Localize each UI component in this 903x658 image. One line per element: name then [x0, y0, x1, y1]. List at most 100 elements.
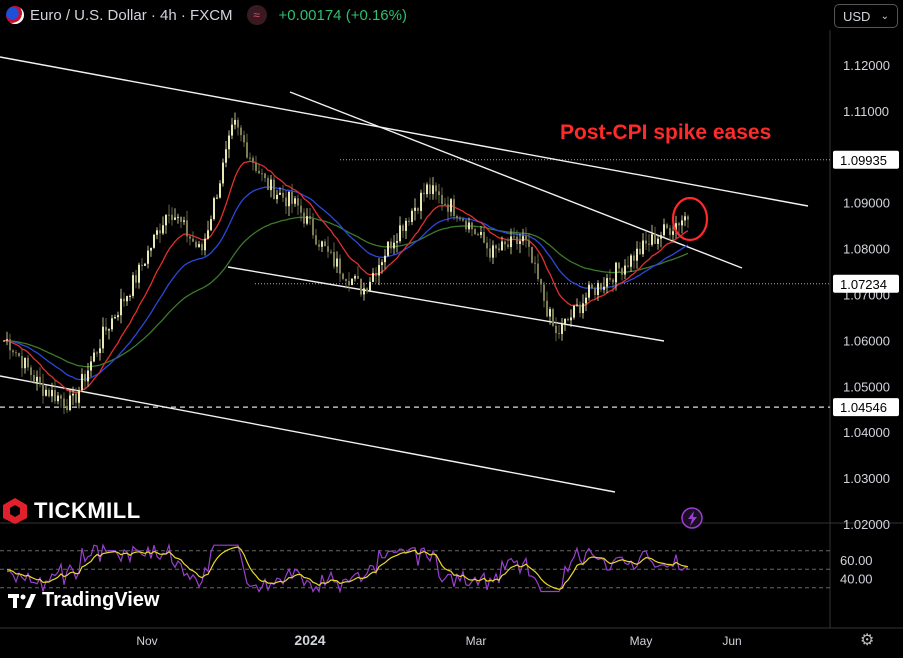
candle-body: [588, 285, 590, 298]
candle-body: [282, 193, 284, 198]
candle-body: [318, 244, 320, 246]
candle-body: [219, 183, 221, 197]
time-axis-label: 2024: [294, 632, 325, 648]
candle-body: [576, 305, 578, 306]
candle-body: [21, 356, 23, 368]
candle-body: [255, 163, 257, 171]
candle-body: [9, 339, 11, 350]
candle-body: [498, 248, 500, 250]
candle-body: [345, 279, 347, 281]
candle-body: [417, 208, 419, 211]
candle-body: [243, 135, 245, 142]
candle-body: [534, 263, 536, 264]
candle-body: [597, 283, 599, 295]
price-change: +0.00174 (+0.16%): [279, 7, 407, 24]
candle-body: [531, 247, 533, 263]
price-axis-label: 1.02000: [843, 517, 890, 532]
candle-body: [474, 229, 476, 234]
candle-body: [495, 245, 497, 248]
candle-body: [537, 264, 539, 280]
candle-body: [684, 216, 686, 220]
alert-bolt-icon[interactable]: [682, 508, 702, 528]
candle-body: [141, 265, 143, 266]
candle-body: [522, 236, 524, 241]
candle-body: [516, 237, 518, 244]
candle-body: [90, 361, 92, 370]
candle-body: [552, 309, 554, 326]
market-wave-icon[interactable]: ≈: [247, 5, 267, 25]
candle-body: [54, 390, 56, 401]
candle-body: [492, 245, 494, 257]
candle-body: [642, 241, 644, 255]
price-tag-label: 1.07234: [840, 277, 887, 292]
candle-body: [132, 275, 134, 296]
candle-body: [174, 218, 176, 220]
candle-body: [30, 367, 32, 375]
candle-body: [594, 288, 596, 295]
symbol-title[interactable]: Euro / U.S. Dollar · 4h · FXCM: [30, 7, 233, 24]
candle-body: [555, 326, 557, 333]
candle-body: [528, 240, 530, 247]
candle-body: [135, 275, 137, 282]
candle-body: [654, 234, 656, 244]
candle-body: [123, 299, 125, 302]
candle-body: [624, 266, 626, 275]
candle-body: [468, 223, 470, 230]
time-axis-label: Jun: [722, 634, 741, 648]
candle-body: [405, 221, 407, 231]
candle-body: [480, 232, 482, 235]
candle-body: [630, 255, 632, 266]
candle-body: [420, 193, 422, 211]
candle-body: [600, 283, 602, 290]
candle-body: [678, 223, 680, 225]
candle-body: [144, 264, 146, 266]
candle-body: [165, 215, 167, 226]
candle-body: [336, 259, 338, 267]
tradingview-text: TradingView: [42, 589, 159, 612]
candle-body: [333, 252, 335, 267]
candle-body: [180, 217, 182, 222]
candle-body: [390, 242, 392, 249]
candle-body: [525, 236, 527, 240]
candle-body: [237, 120, 239, 128]
candle-body: [240, 128, 242, 136]
candle-body: [663, 224, 665, 235]
candle-body: [321, 241, 323, 246]
currency-select[interactable]: USD ⌄: [834, 4, 898, 28]
candle-body: [168, 215, 170, 216]
candle-body: [369, 282, 371, 291]
candle-body: [156, 230, 158, 235]
candle-body: [582, 303, 584, 313]
price-axis-label: 1.08000: [843, 242, 890, 257]
eur-usd-flag-icon: [6, 6, 24, 24]
candle-body: [6, 339, 8, 340]
candle-body: [42, 383, 44, 395]
candle-body: [408, 221, 410, 222]
candle-body: [114, 317, 116, 318]
candle-body: [315, 235, 317, 244]
candle-body: [231, 125, 233, 136]
candle-body: [108, 329, 110, 330]
candle-body: [519, 241, 521, 244]
candle-body: [273, 180, 275, 200]
candle-body: [339, 259, 341, 274]
candle-body: [330, 252, 332, 253]
candle-body: [297, 198, 299, 205]
price-axis-label: 1.03000: [843, 471, 890, 486]
candle-body: [447, 204, 449, 211]
candle-body: [210, 219, 212, 230]
candle-body: [288, 192, 290, 206]
tickmill-logo: TICKMILL: [2, 497, 141, 525]
settings-gear-icon[interactable]: ⚙: [860, 630, 874, 650]
candle-body: [3, 341, 5, 342]
candle-body: [93, 353, 95, 362]
candle-body: [471, 223, 473, 230]
candle-body: [252, 158, 254, 163]
candle-body: [450, 199, 452, 212]
candle-body: [426, 185, 428, 195]
candle-body: [27, 358, 29, 368]
candle-body: [33, 375, 35, 382]
candle-body: [66, 406, 68, 410]
